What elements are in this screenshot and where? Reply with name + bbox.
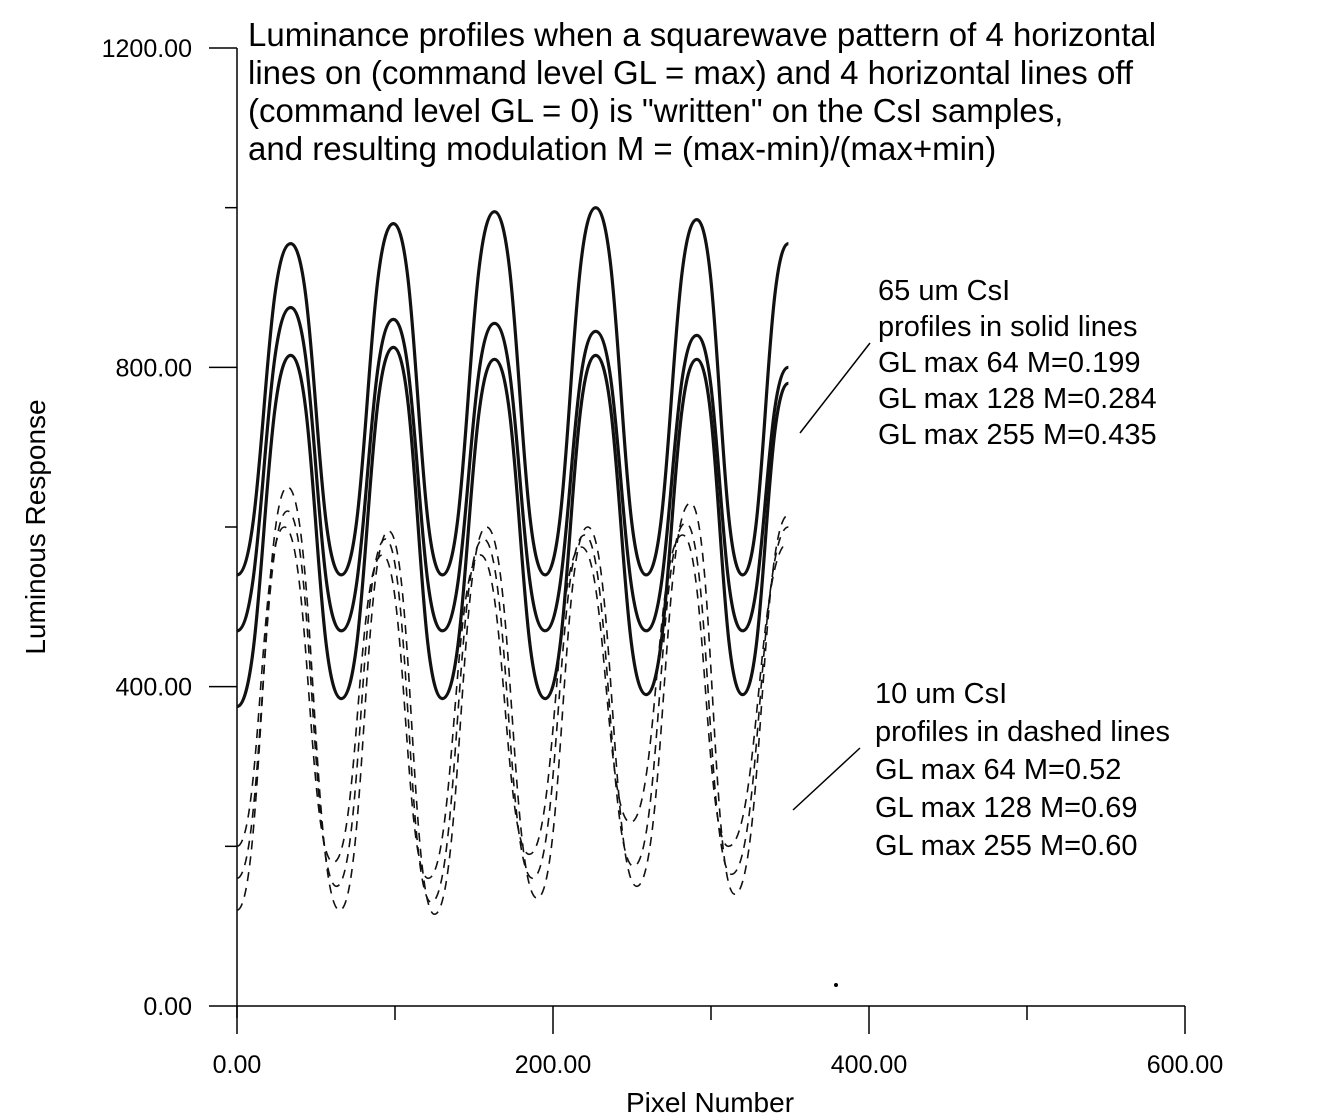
y-tick-label: 0.00 xyxy=(143,993,192,1021)
x-tick-label: 400.00 xyxy=(831,1051,907,1079)
solid-series-line xyxy=(236,305,790,633)
dashed-series-line xyxy=(236,510,789,903)
x-axis-label: Pixel Number xyxy=(626,1087,794,1118)
y-tick-label: 800.00 xyxy=(116,354,192,382)
annotation-line: 65 um CsI xyxy=(878,275,1010,307)
annotation-line: profiles in dashed lines xyxy=(875,716,1170,748)
annotation-10um: 10 um CsI profiles in dashed lines GL ma… xyxy=(875,678,1178,862)
title-line: lines on (command level GL = max) and 4 … xyxy=(248,54,1134,91)
stray-mark xyxy=(834,983,838,987)
annotation-line: GL max 128 M=0.284 xyxy=(878,383,1157,415)
y-axis-label: Luminous Response xyxy=(20,399,51,654)
annotation-65um: 65 um CsI profiles in solid lines GL max… xyxy=(878,275,1165,451)
dashed-series-line xyxy=(236,526,789,880)
x-tick-label: 200.00 xyxy=(515,1051,591,1079)
annotation-line: GL max 64 M=0.52 xyxy=(875,754,1121,786)
y-tick-label: 400.00 xyxy=(116,674,192,702)
axes: 0.00 400.00 800.00 1200.00 0.00 200.00 400.00 6… xyxy=(102,35,1224,1079)
chart-title: Luminance profiles when a squarewave pat… xyxy=(248,16,1165,167)
annotation-line: GL max 64 M=0.199 xyxy=(878,347,1141,379)
y-tick-label: 1200.00 xyxy=(102,35,192,63)
title-line: Luminance profiles when a squarewave pat… xyxy=(248,16,1156,53)
annotation-line: profiles in solid lines xyxy=(878,311,1138,343)
series-group xyxy=(236,206,838,987)
title-line: (command level GL = 0) is "written" on t… xyxy=(248,92,1063,129)
annotation-leader-10um xyxy=(792,747,861,811)
annotation-line: GL max 255 M=0.60 xyxy=(875,830,1138,862)
dashed-series-line xyxy=(236,486,789,915)
annotation-line: GL max 128 M=0.69 xyxy=(875,792,1138,824)
x-tick-label: 600.00 xyxy=(1147,1051,1223,1079)
title-line: and resulting modulation M = (max-min)/(… xyxy=(248,130,996,167)
solid-series-line xyxy=(236,345,790,709)
x-tick-label: 0.00 xyxy=(213,1051,262,1079)
annotation-leader-65um xyxy=(799,342,871,434)
annotation-line: GL max 255 M=0.435 xyxy=(878,419,1157,451)
annotation-line: 10 um CsI xyxy=(875,678,1007,710)
solid-series-line xyxy=(236,206,790,577)
